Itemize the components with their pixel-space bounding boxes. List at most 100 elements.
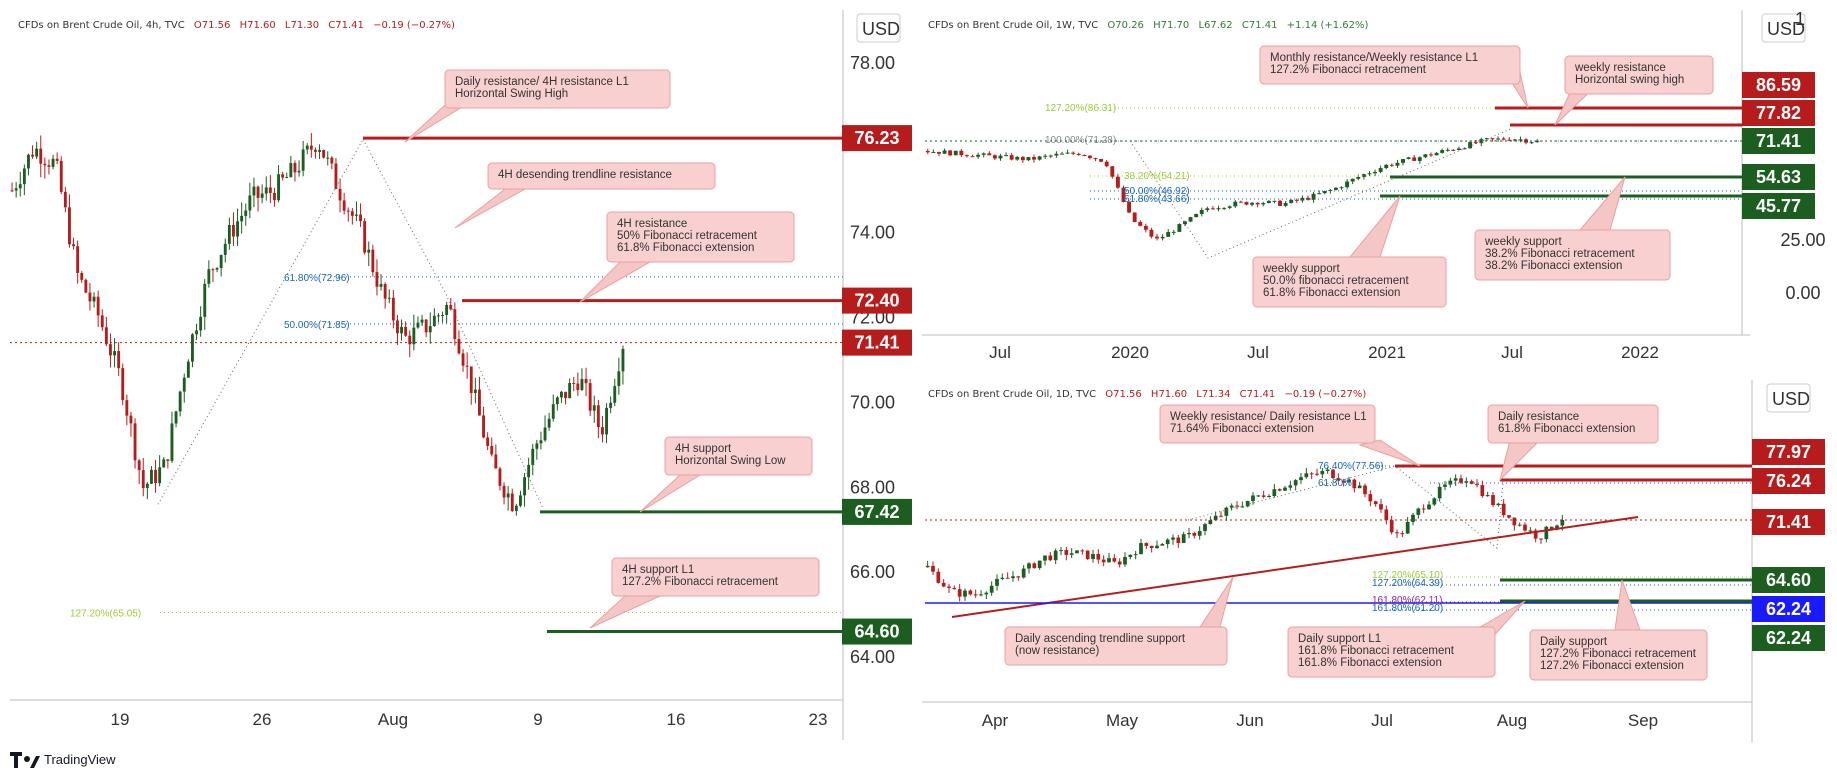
candle-body bbox=[1289, 199, 1294, 203]
candle-body bbox=[1389, 520, 1394, 533]
callout-line: Daily resistance/ 4H resistance L1 bbox=[455, 76, 629, 88]
candle-body bbox=[989, 585, 994, 593]
candle-body bbox=[1213, 515, 1218, 521]
candle-body bbox=[412, 327, 416, 345]
candle-body bbox=[1048, 555, 1053, 561]
candle-body bbox=[424, 319, 428, 333]
candle-body bbox=[1544, 526, 1549, 540]
candle-body bbox=[1026, 157, 1031, 161]
candle-body bbox=[129, 415, 133, 424]
callout-line: Daily support bbox=[1540, 636, 1608, 648]
candle-body bbox=[937, 151, 941, 154]
candle-body bbox=[609, 402, 613, 408]
candle-body bbox=[555, 397, 559, 405]
candle-body bbox=[43, 163, 47, 166]
candle-body bbox=[1456, 148, 1461, 150]
candle-body bbox=[18, 184, 22, 189]
candle-body bbox=[1549, 526, 1554, 530]
candle-body bbox=[186, 361, 190, 378]
price-tag bbox=[1742, 100, 1815, 126]
candle-body bbox=[1459, 478, 1463, 483]
callout-line: 61.8% Fibonacci extension bbox=[1263, 287, 1400, 299]
candle-body bbox=[572, 383, 576, 384]
candle-body bbox=[1434, 152, 1439, 156]
candle-body bbox=[1091, 553, 1095, 559]
candle-body bbox=[1059, 550, 1063, 552]
price-tag bbox=[1742, 72, 1815, 98]
chart-4h-header: CFDs on Brent Crude Oil, 4h, TVC O71.56 … bbox=[18, 20, 455, 31]
candle-body bbox=[1110, 166, 1115, 177]
candle-body bbox=[441, 314, 444, 316]
currency-button[interactable] bbox=[1766, 383, 1811, 413]
chart-1w: CFDs on Brent Crude Oil, 1W, TVC O70.26 … bbox=[925, 9, 1826, 362]
candle-body bbox=[1194, 213, 1199, 218]
candle-body bbox=[1395, 532, 1399, 534]
candle-body bbox=[1096, 553, 1101, 560]
candle-body bbox=[338, 188, 342, 201]
candle-body bbox=[973, 594, 978, 596]
candle-body bbox=[1350, 178, 1355, 182]
candle-body bbox=[1261, 495, 1266, 497]
x-tick-label: 16 bbox=[667, 710, 686, 729]
candle-body bbox=[1517, 524, 1522, 526]
callout-line: Monthly resistance/Weekly resistance L1 bbox=[1270, 52, 1478, 64]
candle-body bbox=[371, 249, 375, 273]
fib-label: 61.80%(72.96) bbox=[284, 273, 350, 284]
candle-body bbox=[1283, 487, 1287, 491]
candle-body bbox=[506, 493, 510, 498]
candle-body bbox=[551, 404, 555, 419]
candle-body bbox=[564, 391, 567, 399]
candle-body bbox=[1405, 521, 1410, 534]
currency-button[interactable] bbox=[856, 13, 901, 43]
candle-body bbox=[191, 334, 194, 362]
candle-body bbox=[482, 415, 485, 438]
candle-body bbox=[1128, 554, 1133, 558]
candle-body bbox=[539, 440, 543, 444]
candle-body bbox=[236, 221, 239, 237]
candle-body bbox=[963, 590, 967, 597]
candle-body bbox=[367, 249, 371, 253]
candle-body bbox=[1188, 217, 1193, 222]
candle-body bbox=[1233, 201, 1238, 207]
price-tag bbox=[842, 287, 912, 314]
candle-body bbox=[100, 315, 104, 328]
chart-4h: CFDs on Brent Crude Oil, 4h, TVC O71.56 … bbox=[10, 13, 912, 729]
candle-body bbox=[133, 423, 137, 461]
candle-body bbox=[1203, 524, 1207, 532]
candle-body bbox=[1132, 212, 1137, 222]
callout-line: 127.2% Fibonacci retracement bbox=[1540, 648, 1697, 660]
callout: Monthly resistance/Weekly resistance L11… bbox=[1259, 45, 1529, 109]
tradingview-logo[interactable]: TradingView bbox=[10, 752, 116, 768]
price-tag bbox=[1752, 468, 1825, 494]
candle-body bbox=[141, 470, 145, 489]
candle-body bbox=[490, 445, 494, 455]
candle-body bbox=[523, 477, 526, 496]
y-tick-label: 64.00 bbox=[850, 647, 895, 667]
currency-button[interactable] bbox=[1761, 13, 1806, 43]
candle-body bbox=[281, 174, 285, 178]
fib-swing-line bbox=[1129, 127, 1514, 259]
candle-body bbox=[1071, 152, 1076, 154]
candle-body bbox=[1401, 159, 1405, 163]
candle-body bbox=[244, 210, 248, 216]
x-tick-label: May bbox=[1106, 711, 1139, 730]
candle-body bbox=[1491, 495, 1495, 506]
candle-body bbox=[1512, 517, 1517, 526]
price-tag bbox=[1752, 439, 1825, 465]
candle-body bbox=[1138, 221, 1143, 226]
candle-body bbox=[1076, 153, 1081, 155]
chart-1w-header: CFDs on Brent Crude Oil, 1W, TVC O70.26 … bbox=[928, 20, 1369, 31]
candle-body bbox=[182, 377, 186, 392]
candle-body bbox=[322, 149, 326, 158]
candle-body bbox=[942, 150, 947, 154]
candle-body bbox=[1496, 503, 1501, 506]
callout-line: 4H support bbox=[675, 443, 732, 455]
candle-body bbox=[383, 284, 387, 299]
candle-body bbox=[1475, 483, 1479, 486]
candle-body bbox=[957, 589, 962, 597]
price-tag bbox=[1742, 128, 1815, 154]
